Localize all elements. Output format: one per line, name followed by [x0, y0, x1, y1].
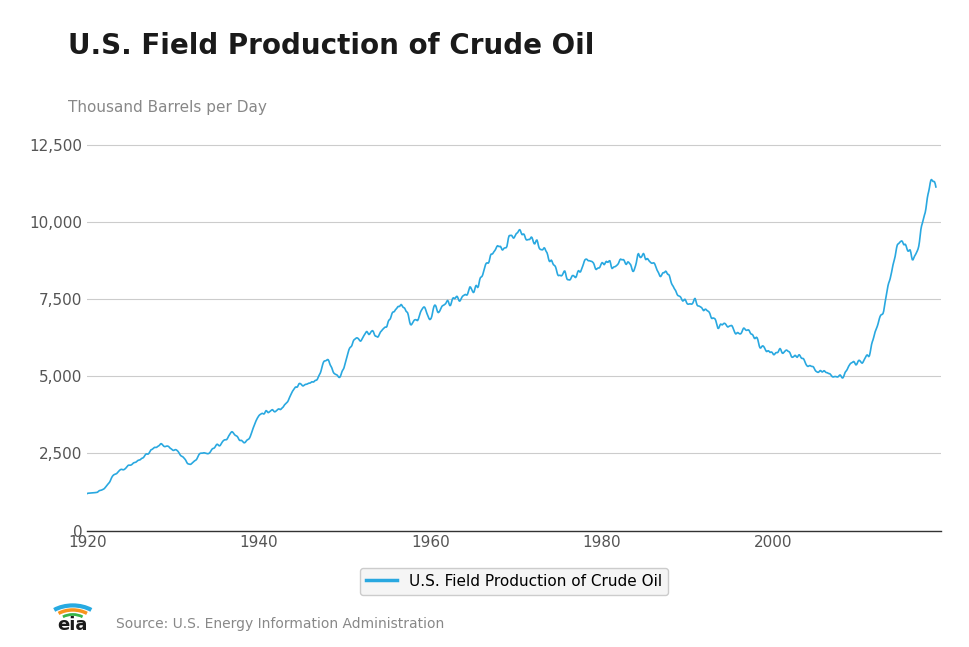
Text: eia: eia — [57, 616, 88, 633]
Text: Thousand Barrels per Day: Thousand Barrels per Day — [68, 100, 266, 115]
Text: Source: U.S. Energy Information Administration: Source: U.S. Energy Information Administ… — [116, 617, 444, 631]
Legend: U.S. Field Production of Crude Oil: U.S. Field Production of Crude Oil — [359, 568, 668, 595]
Text: U.S. Field Production of Crude Oil: U.S. Field Production of Crude Oil — [68, 32, 594, 60]
